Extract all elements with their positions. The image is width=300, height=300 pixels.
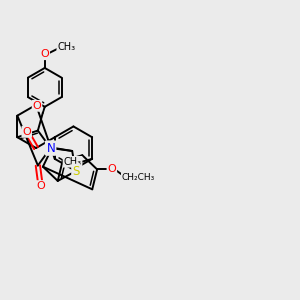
Text: S: S [72,165,80,178]
Text: O: O [40,49,49,59]
Text: CH₃: CH₃ [57,42,75,52]
Text: O: O [22,127,31,137]
Text: CH₂CH₃: CH₂CH₃ [122,173,155,182]
Text: O: O [107,164,116,174]
Text: N: N [46,142,55,154]
Text: CH₃: CH₃ [64,157,82,167]
Text: O: O [37,181,45,191]
Text: O: O [33,101,41,111]
Text: N: N [46,142,55,155]
